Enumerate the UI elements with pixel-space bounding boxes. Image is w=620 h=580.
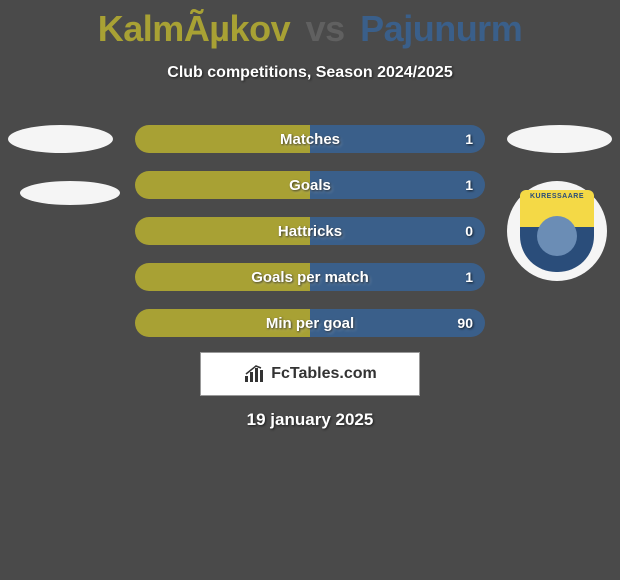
subtitle-text: Club competitions, Season 2024/2025 [0, 64, 620, 82]
left-badge-1 [8, 125, 113, 153]
fctables-logo: FcTables.com [200, 352, 420, 396]
stat-label: Goals per match [251, 269, 369, 286]
stat-label: Min per goal [266, 315, 354, 332]
stat-bar-fill-left [135, 171, 310, 199]
stat-bar-3: Goals per match 1 [135, 263, 485, 291]
comparison-title: KalmÃµkov vs Pajunurm [0, 0, 620, 50]
stat-bar-2: Hattricks 0 [135, 217, 485, 245]
stat-bar-fill-right [310, 171, 485, 199]
right-badges-container: KURESSAARE [507, 125, 612, 281]
left-badge-2 [20, 181, 120, 205]
right-badge-1 [507, 125, 612, 153]
player2-name: Pajunurm [360, 8, 522, 49]
club-badge-text: KURESSAARE [530, 193, 584, 200]
club-badge-shield: KURESSAARE [520, 190, 594, 272]
stat-value-right: 0 [465, 223, 473, 239]
stat-label: Goals [289, 177, 331, 194]
stat-bar-0: Matches 1 [135, 125, 485, 153]
stat-bar-4: Min per goal 90 [135, 309, 485, 337]
chart-icon [243, 364, 267, 384]
club-badge-emblem [537, 216, 577, 256]
stat-label: Matches [280, 131, 340, 148]
left-badges-container [8, 125, 120, 233]
player1-name: KalmÃµkov [98, 8, 290, 49]
date-text: 19 january 2025 [247, 410, 374, 430]
stat-value-right: 90 [457, 315, 473, 331]
stat-value-right: 1 [465, 177, 473, 193]
stat-label: Hattricks [278, 223, 342, 240]
vs-text: vs [306, 8, 345, 49]
club-badge: KURESSAARE [507, 181, 607, 281]
stats-bars-container: Matches 1 Goals 1 Hattricks 0 Goals per match 1… [135, 125, 485, 355]
stat-value-right: 1 [465, 131, 473, 147]
stat-bar-1: Goals 1 [135, 171, 485, 199]
logo-text: FcTables.com [271, 365, 377, 383]
stat-value-right: 1 [465, 269, 473, 285]
